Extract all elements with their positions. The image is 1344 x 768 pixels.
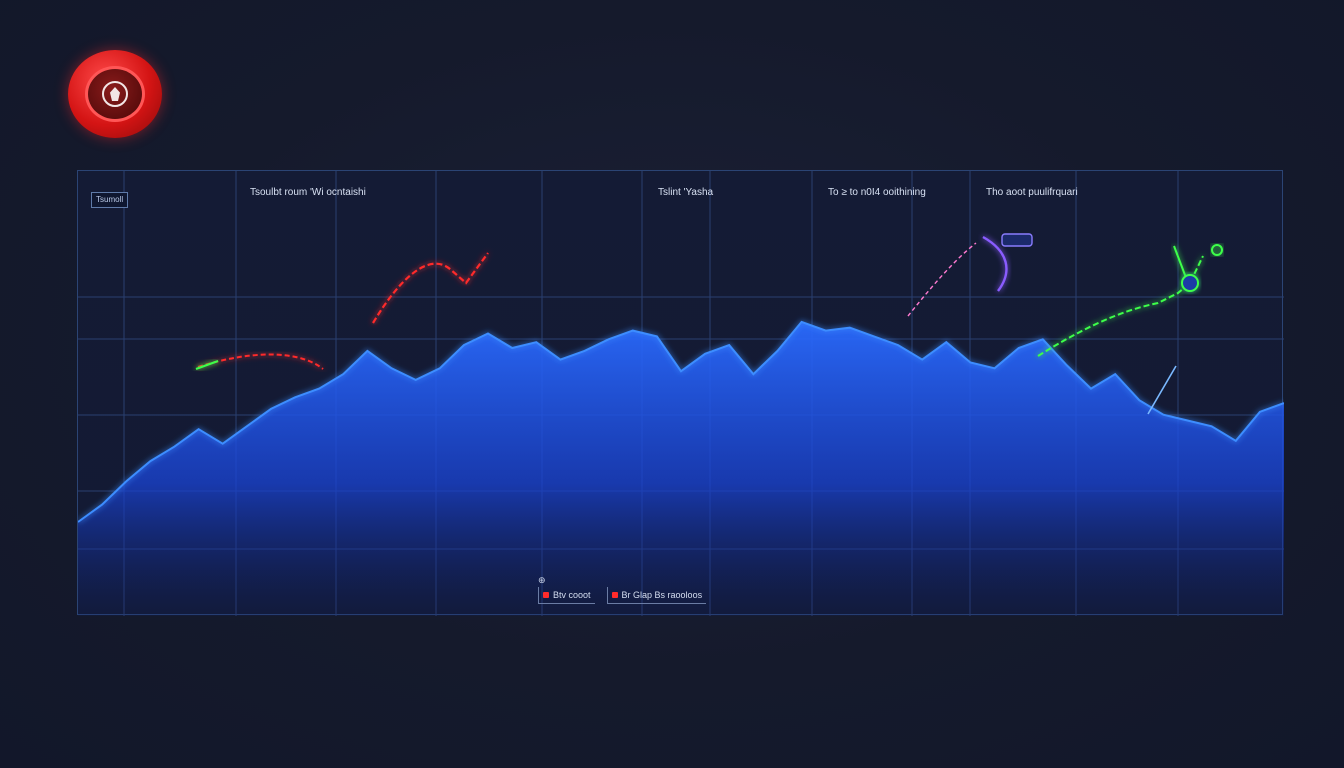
data-point[interactable] [607,337,611,341]
data-point[interactable] [100,503,104,507]
data-point[interactable] [1258,410,1262,414]
data-point[interactable] [390,366,394,370]
data-point[interactable] [751,372,755,376]
chart-panel: Tsumoll Tsoulbt roum 'Wi ocntaishi Tslin… [77,170,1284,616]
data-point[interactable] [944,340,948,344]
green-marker-small [1211,244,1223,256]
data-point[interactable] [727,343,731,347]
purple-dashed-line [907,242,977,317]
legend-swatch [543,592,549,598]
data-point[interactable] [269,407,273,411]
data-point[interactable] [1186,419,1190,423]
logo-ring [102,81,128,107]
data-point[interactable] [1065,363,1069,367]
purple-curve-line [982,235,1008,292]
data-point[interactable] [486,332,490,336]
data-point[interactable] [583,349,587,353]
area-chart [78,171,1284,616]
column-label-1: Tsoulbt roum 'Wi ocntaishi [250,187,366,198]
column-label-3: To ≥ to n0I4 ooithining [828,187,926,198]
data-point[interactable] [558,358,562,362]
data-point[interactable] [679,369,683,373]
light-blue-accent-line [1147,365,1177,415]
data-point[interactable] [1017,346,1021,350]
data-point[interactable] [365,349,369,353]
area-fill [78,321,1284,616]
data-point[interactable] [1113,372,1117,376]
column-label-4: Tho aoot puulifrquari [986,187,1078,198]
data-point[interactable] [655,334,659,338]
data-point[interactable] [317,387,321,391]
column-label-2: Tslint 'Yasha [658,187,714,198]
green-trend-start [195,360,219,370]
data-point[interactable] [1137,398,1141,402]
shield-badge-icon [85,66,145,122]
legend-label: Br Glap Bs raooloos [621,590,703,600]
data-point[interactable] [1161,413,1165,417]
corner-tag: Tsumoll [91,192,129,208]
data-point[interactable] [800,320,804,324]
data-point[interactable] [1234,439,1238,443]
data-point[interactable] [148,459,152,463]
data-point[interactable] [173,445,177,449]
data-point[interactable] [293,395,297,399]
area-series [78,320,1284,616]
data-point[interactable] [1041,337,1045,341]
red-spike-line [372,252,489,324]
green-marker-large [1181,274,1199,292]
data-point[interactable] [920,358,924,362]
overlay-annotations [195,233,1223,415]
logo-glyph [110,87,120,101]
data-point[interactable] [824,329,828,333]
data-point[interactable] [462,343,466,347]
data-point[interactable] [438,366,442,370]
data-point[interactable] [993,366,997,370]
data-point[interactable] [534,340,538,344]
data-point[interactable] [896,343,900,347]
data-point[interactable] [1210,424,1214,428]
data-point[interactable] [848,326,852,330]
data-point[interactable] [631,329,635,333]
data-point[interactable] [245,424,249,428]
data-point[interactable] [197,427,201,431]
data-point[interactable] [221,442,225,446]
data-point[interactable] [124,479,128,483]
area-line [78,320,1284,523]
brand-logo[interactable] [68,50,162,138]
green-trend-line [1037,255,1204,357]
legend: ⊕ Btv cooot Br Glap Bs raooloos [538,575,707,604]
legend-item-1[interactable]: Btv cooot [538,587,595,604]
data-point[interactable] [414,378,418,382]
data-point[interactable] [1089,387,1093,391]
legend-pin-icon: ⊕ [538,575,546,585]
legend-item-2[interactable]: Br Glap Bs raooloos [606,587,707,604]
purple-marker [1001,233,1033,247]
data-point[interactable] [510,346,514,350]
data-point[interactable] [703,352,707,356]
data-point[interactable] [872,334,876,338]
data-point[interactable] [776,349,780,353]
legend-label: Btv cooot [553,590,591,600]
legend-swatch [611,592,618,598]
data-point[interactable] [341,372,345,376]
data-point[interactable] [968,361,972,365]
